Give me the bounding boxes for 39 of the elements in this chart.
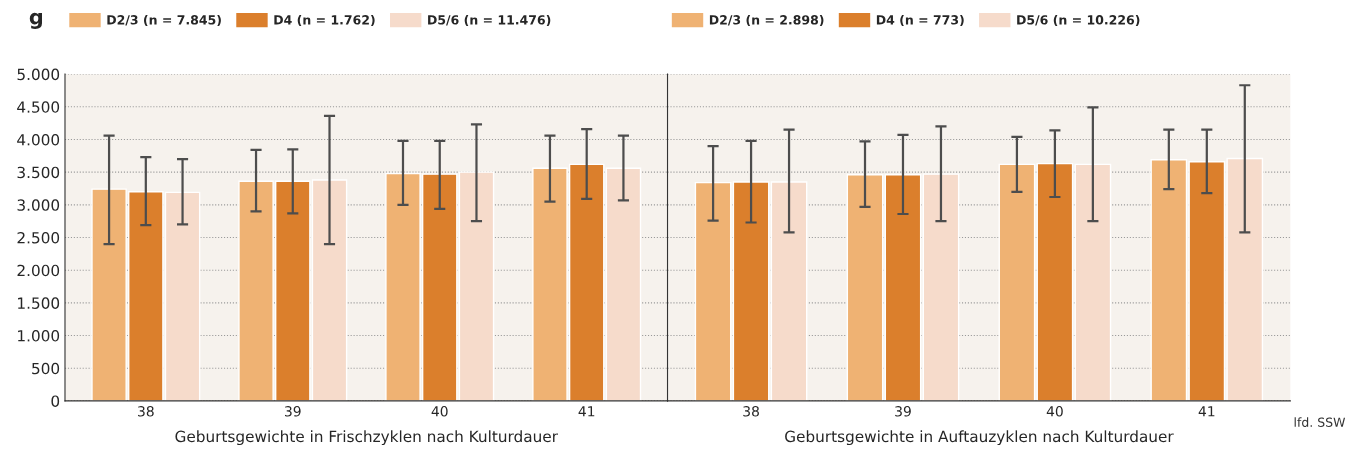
y-tick-label: 2.000: [17, 264, 60, 277]
bar: [605, 167, 642, 401]
bar: [922, 173, 960, 401]
legend-label: D5/6 (n = 11.476): [428, 14, 551, 27]
text: lfd. SSW: [1294, 417, 1346, 427]
y-tick-label: 3.000: [17, 199, 60, 211]
bar: [884, 174, 922, 401]
y-tick-label: 3.500: [17, 166, 60, 179]
x-tick-label: 40: [1046, 406, 1063, 417]
bar: [1074, 163, 1112, 401]
y-tick-label: 1.000: [18, 330, 60, 342]
y-tick-label: 1.500: [18, 297, 60, 309]
x-tick-label: 38: [743, 406, 759, 417]
x-tick-label: 41: [578, 406, 595, 417]
y-tick-label: 0: [51, 395, 60, 407]
y-tick-label: 4.000: [17, 133, 60, 146]
y-tick-label: 4.500: [17, 101, 60, 113]
bar: [846, 174, 884, 401]
bar: [694, 181, 732, 401]
bar: [1036, 162, 1074, 401]
legend-label: D5/6 (n = 10.226): [1017, 14, 1140, 27]
x-tick-label: 41: [1198, 406, 1215, 417]
x-axis-title: Geburtsgewichte in Frischzyklen nach Kulturdauer: [175, 430, 558, 446]
legend-label: D2/3 (n = 2.898): [709, 14, 824, 27]
bar: [732, 181, 770, 401]
x-axis-title: Geburtsgewichte in Auftauzyklen nach Kulturdauer: [785, 430, 1174, 446]
x-tick-label: 39: [285, 406, 301, 417]
y-tick-label: 500: [32, 362, 60, 375]
x-tick-label: 39: [895, 406, 911, 417]
legend-label: D4 (n = 1.762): [274, 14, 375, 27]
bar: [998, 163, 1036, 401]
x-tick-label: 38: [138, 406, 154, 417]
legend-label: D4 (n = 773): [876, 14, 964, 27]
bar: [770, 181, 808, 401]
y-axis-title: g: [29, 12, 42, 29]
y-tick-label: 5.000: [17, 68, 60, 81]
y-tick-label: 2.500: [17, 231, 60, 244]
x-tick-label: 40: [431, 406, 448, 417]
legend-label: D2/3 (n = 7.845): [107, 14, 221, 27]
